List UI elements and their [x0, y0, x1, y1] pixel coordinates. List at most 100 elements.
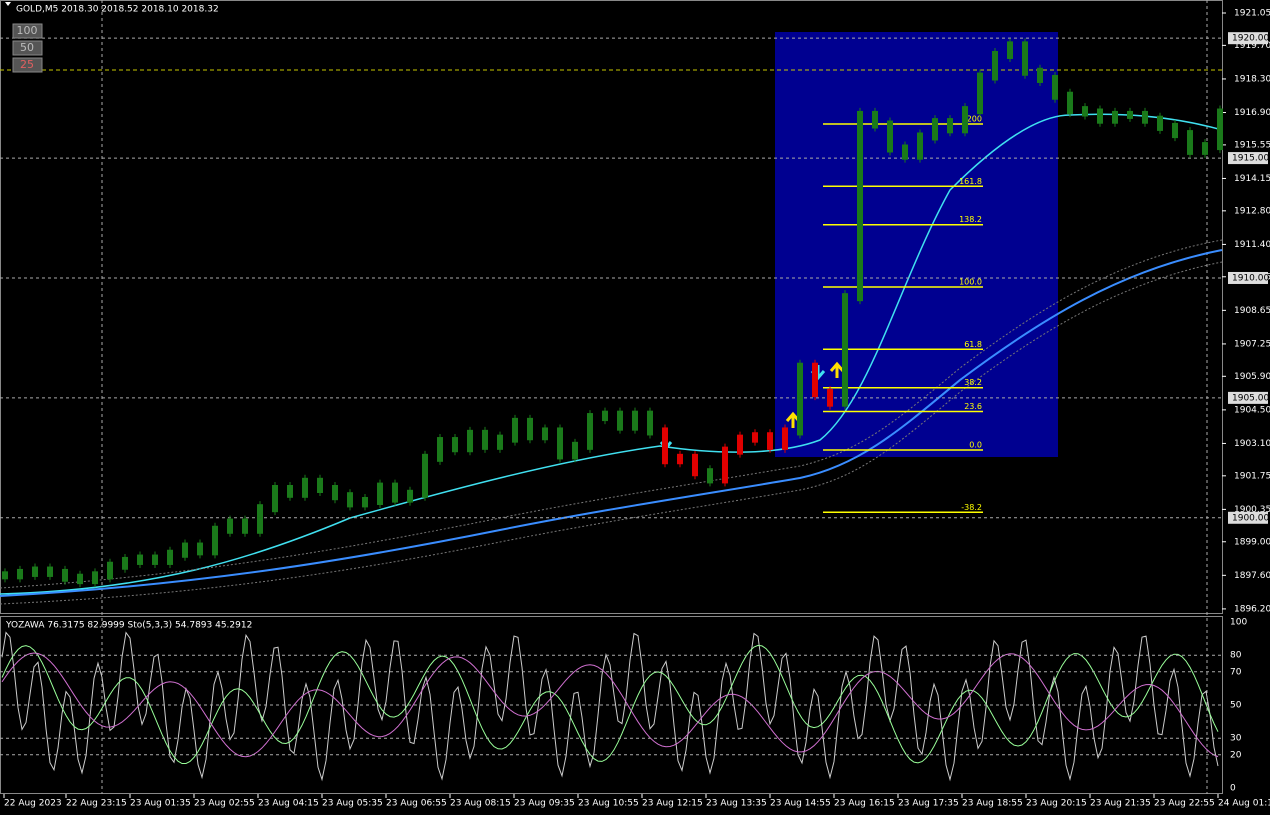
zoom-button-label: 50	[20, 41, 34, 54]
price-bar	[122, 556, 128, 570]
ma-fast	[0, 113, 1223, 595]
price-bar	[812, 362, 818, 398]
menu-arrow[interactable]	[5, 2, 11, 6]
price-bar	[692, 453, 698, 477]
price-label: 1911.40	[1234, 240, 1270, 250]
price-bar	[587, 413, 593, 450]
zoom-button[interactable]	[12, 57, 43, 73]
price-bar	[152, 554, 158, 565]
level-label: 1900.00	[1232, 513, 1269, 523]
price-bar	[497, 434, 503, 450]
price-bar	[1217, 108, 1223, 151]
time-label: 23 Aug 02:55	[194, 799, 255, 809]
price-bar	[677, 453, 683, 465]
price-bar	[602, 410, 608, 422]
price-bar	[107, 561, 113, 580]
price-bar	[347, 492, 353, 508]
fibo-label: -38.2	[961, 503, 982, 512]
price-bar	[527, 417, 533, 441]
price-bar	[407, 489, 413, 503]
level-box	[1228, 511, 1268, 524]
price-bar	[332, 485, 338, 501]
price-bar	[932, 118, 938, 141]
ma-slow	[0, 249, 1223, 597]
zoom-button[interactable]	[12, 40, 43, 56]
price-bar	[167, 549, 173, 565]
price-bar	[1157, 115, 1163, 131]
price-bar	[182, 542, 188, 558]
osc-label: 70	[1230, 667, 1242, 677]
zoom-button-label: 100	[17, 24, 38, 37]
price-bar	[512, 417, 518, 443]
time-label: 23 Aug 18:55	[962, 799, 1023, 809]
price-label: 1908.65	[1234, 306, 1270, 316]
price-label: 1899.00	[1234, 537, 1270, 547]
fibo-label: 161.8	[959, 177, 982, 186]
time-label: 23 Aug 22:55	[1154, 799, 1215, 809]
fibo-label: 138.2	[959, 215, 982, 224]
price-bar	[482, 429, 488, 450]
price-label: 1921.05	[1234, 9, 1270, 19]
price-label: 1905.90	[1234, 372, 1270, 382]
osc-label: 100	[1230, 618, 1247, 628]
price-bar	[1052, 74, 1058, 100]
time-label: 23 Aug 17:35	[898, 799, 959, 809]
price-bar	[542, 427, 548, 441]
price-bar	[227, 518, 233, 534]
osc-line	[1, 652, 1219, 758]
time-label: 23 Aug 12:15	[642, 799, 703, 809]
signal-arrow-up	[829, 361, 845, 378]
price-bar	[32, 566, 38, 577]
price-bar	[1187, 130, 1193, 155]
zoom-button[interactable]	[12, 23, 43, 39]
envelope	[0, 239, 1223, 589]
price-bar	[947, 118, 953, 134]
price-bar	[272, 485, 278, 513]
price-bar	[767, 432, 773, 450]
level-label: 1920.00	[1232, 34, 1269, 44]
price-bar	[452, 437, 458, 453]
fibo-label: 38.2	[964, 378, 982, 387]
time-label: 23 Aug 06:55	[386, 799, 447, 809]
time-label: 23 Aug 14:55	[770, 799, 831, 809]
osc-line	[1, 631, 1219, 782]
price-bar	[17, 568, 23, 580]
price-bar	[2, 571, 8, 580]
level-box	[1228, 32, 1268, 45]
time-label: 22 Aug 23:15	[66, 799, 127, 809]
price-bar	[302, 477, 308, 498]
time-label: 23 Aug 16:15	[834, 799, 895, 809]
price-bar	[857, 110, 863, 302]
time-label: 23 Aug 13:35	[706, 799, 767, 809]
price-label: 1912.80	[1234, 206, 1270, 216]
price-bar	[827, 389, 833, 407]
price-label: 1916.90	[1234, 108, 1270, 118]
osc-line	[1, 644, 1219, 764]
time-label: 23 Aug 21:35	[1090, 799, 1151, 809]
level-box	[1228, 152, 1268, 165]
price-bar	[1202, 142, 1208, 155]
price-bar	[842, 293, 848, 407]
symbol-header: GOLD,M5 2018.30 2018.52 2018.10 2018.32	[16, 5, 219, 15]
price-label: 1900.35	[1234, 505, 1270, 515]
fibo-label: 200	[967, 115, 982, 124]
price-label: 1901.75	[1234, 471, 1270, 481]
price-bar	[1112, 110, 1118, 124]
price-bar	[317, 477, 323, 494]
price-bar	[917, 132, 923, 160]
price-bar	[92, 571, 98, 585]
fibo-label: 61.8	[964, 340, 982, 349]
fibo-label: 100.0	[959, 278, 982, 287]
osc-label: 50	[1230, 701, 1242, 711]
price-bar	[422, 453, 428, 498]
price-label: 1918.30	[1234, 74, 1270, 84]
fibo-rectangle	[775, 32, 1058, 457]
level-label: 1915.00	[1232, 154, 1269, 164]
osc-label: 30	[1230, 734, 1242, 744]
time-label: 23 Aug 01:35	[130, 799, 191, 809]
oscillator-lines	[1, 631, 1219, 782]
price-label: 1915.55	[1234, 140, 1270, 150]
time-label: 23 Aug 20:15	[1026, 799, 1087, 809]
main-frame	[0, 0, 1223, 614]
price-bar	[1082, 106, 1088, 117]
